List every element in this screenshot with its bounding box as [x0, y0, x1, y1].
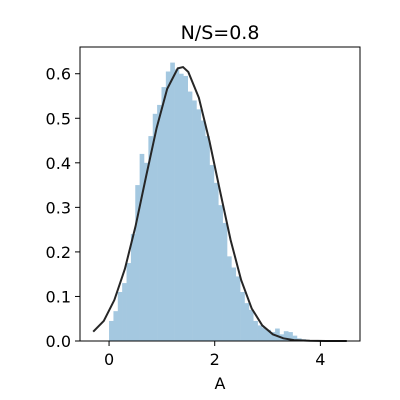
- histogram-bar: [192, 100, 197, 341]
- histogram-bar: [130, 234, 136, 341]
- histogram-bar: [227, 256, 232, 341]
- histogram-bar: [205, 136, 210, 341]
- histogram-bar: [270, 332, 276, 341]
- y-tick-label: 0.3: [46, 198, 71, 217]
- histogram-bar: [253, 320, 258, 341]
- histogram-bar: [288, 332, 293, 341]
- histogram-bar: [161, 87, 167, 341]
- y-tick-label: 0.6: [46, 65, 71, 84]
- y-tick-label: 0.1: [46, 287, 71, 306]
- histogram-bar: [261, 327, 267, 341]
- histogram-bar: [135, 185, 140, 341]
- histogram-bar: [165, 71, 171, 341]
- axes-frame: [79, 46, 361, 342]
- y-tick-label: 0.2: [46, 243, 71, 262]
- histogram-bar: [174, 69, 180, 342]
- histogram-bar: [122, 283, 127, 341]
- histogram-bar: [222, 222, 228, 341]
- histogram-bar: [109, 320, 114, 341]
- x-axis-ticks: 0 2 4: [104, 341, 325, 369]
- x-axis-label: A: [215, 374, 226, 393]
- histogram-bar: [187, 91, 193, 341]
- chart-title: N/S=0.8: [181, 22, 260, 44]
- histogram-bar: [266, 329, 272, 341]
- histogram-bar: [283, 331, 289, 341]
- histogram-bar: [126, 263, 132, 341]
- histogram-bar: [200, 120, 206, 341]
- histogram-bar: [209, 165, 215, 341]
- histogram-bar: [240, 292, 245, 341]
- histogram-bar: [244, 303, 250, 341]
- histogram-bar: [139, 153, 145, 341]
- density-curve: [92, 65, 347, 342]
- histogram-bar: [248, 309, 254, 341]
- x-tick-label: 2: [210, 350, 220, 369]
- histogram-bar: [113, 311, 119, 341]
- histogram-bar: [292, 335, 298, 341]
- histogram-bar: [275, 328, 280, 341]
- histogram-bars: [109, 62, 306, 342]
- y-tick-label: 0.4: [46, 154, 71, 173]
- histogram-bar: [178, 73, 184, 341]
- y-tick-label: 0.5: [46, 109, 71, 128]
- histogram-bar: [213, 182, 219, 341]
- histogram-bar: [117, 292, 123, 341]
- histogram-bar: [235, 276, 241, 341]
- histogram-bar: [231, 267, 237, 341]
- histogram-bar: [144, 162, 149, 341]
- histogram-bar: [218, 205, 223, 341]
- y-tick-label: 0.0: [46, 332, 71, 351]
- histogram-bar: [183, 75, 188, 341]
- histogram-bar: [257, 325, 263, 341]
- y-axis-ticks: 0.0 0.1 0.2 0.3 0.4 0.5 0.6: [46, 65, 80, 351]
- x-tick-label: 4: [315, 350, 325, 369]
- histogram-bar: [152, 113, 158, 341]
- histogram-bar: [196, 109, 202, 341]
- histogram-bar: [157, 104, 162, 341]
- histogram-bar: [148, 136, 154, 341]
- x-tick-label: 0: [104, 350, 114, 369]
- histogram-bar: [170, 62, 175, 342]
